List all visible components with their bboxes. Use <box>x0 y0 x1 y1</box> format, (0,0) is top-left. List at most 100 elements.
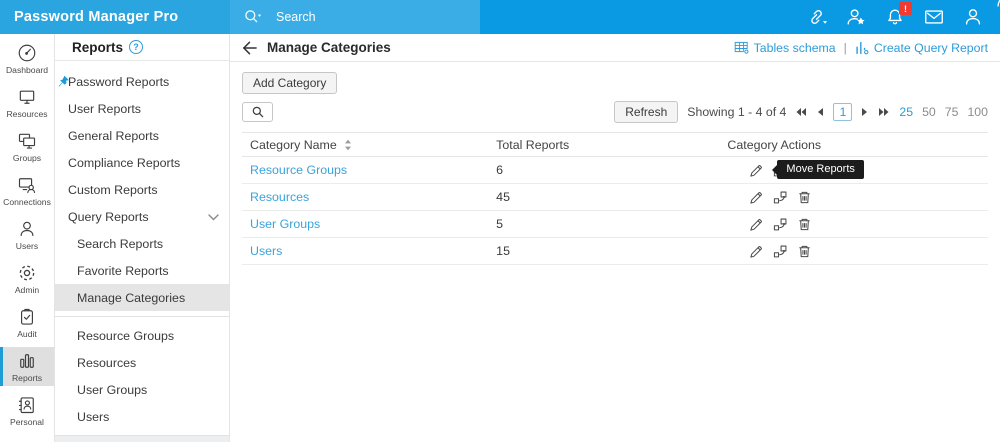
menu-item-manage-categories[interactable]: Manage Categories <box>55 284 229 311</box>
search-icon <box>245 10 262 23</box>
search-icon <box>252 106 263 118</box>
menu-item-resource-groups[interactable]: Resource Groups <box>55 322 229 349</box>
primary-sidebar: Dashboard Resources Gr <box>0 34 55 442</box>
menu-item-user-reports[interactable]: User Reports <box>55 95 229 122</box>
page-size-50[interactable]: 50 <box>922 105 936 119</box>
sidebar-item-connections[interactable]: Connections <box>0 171 54 210</box>
edit-pencil-icon[interactable] <box>749 217 764 232</box>
notification-badge: ! <box>899 2 912 15</box>
total-reports-value: 15 <box>488 237 720 265</box>
sidebar-item-personal[interactable]: Personal <box>0 391 54 430</box>
edit-pencil-icon[interactable] <box>749 163 764 178</box>
move-reports-icon[interactable] <box>773 244 788 259</box>
menu-item-password-reports[interactable]: Password Reports <box>55 68 229 95</box>
user-star-icon[interactable] <box>845 6 867 28</box>
menu-item-users[interactable]: Users <box>55 403 229 430</box>
table-search-button[interactable] <box>242 102 273 122</box>
menu-item-resources[interactable]: Resources <box>55 349 229 376</box>
categories-table: Category Name Total Reports Cate <box>242 132 988 265</box>
top-header-bar: Password Manager Pro Search <box>0 0 1000 34</box>
sidebar-item-users[interactable]: Users <box>0 215 54 254</box>
next-page-icon[interactable] <box>861 107 869 117</box>
sidebar-label: Dashboard <box>5 64 49 75</box>
page-size-75[interactable]: 75 <box>944 105 959 119</box>
edit-pencil-icon[interactable] <box>749 244 764 259</box>
move-reports-tooltip: Move Reports <box>777 160 864 179</box>
reports-icon <box>20 353 34 368</box>
dashboard-icon <box>18 44 36 61</box>
sidebar-item-dashboard[interactable]: Dashboard <box>0 39 54 78</box>
column-header-category-actions: Category Actions <box>719 132 988 157</box>
reports-menu-panel: Reports ? Password Reports User Reports … <box>55 34 230 442</box>
tables-schema-link[interactable]: Tables schema <box>734 40 836 56</box>
menu-item-general-reports[interactable]: General Reports <box>55 122 229 149</box>
move-reports-icon[interactable] <box>773 217 788 232</box>
menu-item-label: Query Reports <box>68 209 149 224</box>
users-icon <box>20 221 34 236</box>
menu-item-label: General Reports <box>68 128 159 143</box>
showing-count: Showing 1 - 4 of 4 <box>687 105 787 119</box>
sidebar-item-groups[interactable]: Groups <box>0 127 54 166</box>
category-link[interactable]: Resources <box>250 190 310 204</box>
mail-icon[interactable] <box>923 6 945 28</box>
current-page-input[interactable]: 1 <box>833 103 853 121</box>
refresh-button[interactable]: Refresh <box>614 101 679 123</box>
page-size-100[interactable]: 100 <box>967 105 988 119</box>
table-row: Users 15 <box>242 237 988 265</box>
previous-page-icon[interactable] <box>816 107 824 117</box>
sidebar-item-resources[interactable]: Resources <box>0 83 54 122</box>
bell-icon[interactable]: ! <box>884 2 912 28</box>
search-placeholder: Search <box>276 10 316 24</box>
delete-trash-icon[interactable] <box>797 244 812 259</box>
menu-item-custom-reports[interactable]: Custom Reports <box>55 176 229 203</box>
add-category-button[interactable]: Add Category <box>242 72 338 94</box>
create-query-report-icon <box>856 41 869 55</box>
menu-item-favorite-reports[interactable]: Favorite Reports <box>55 257 229 284</box>
category-link[interactable]: Resource Groups <box>250 163 348 177</box>
menu-item-label: Password Reports <box>68 74 170 89</box>
total-reports-value: 6 <box>488 156 720 184</box>
page-size-25[interactable]: 25 <box>899 105 914 119</box>
delete-trash-icon[interactable] <box>797 217 812 232</box>
create-query-report-link[interactable]: Create Query Report <box>855 40 988 56</box>
logo-swoosh-icon <box>997 0 1000 7</box>
menu-item-label: Favorite Reports <box>77 263 169 278</box>
delete-trash-icon[interactable] <box>797 190 812 205</box>
topbar-actions: ! <box>480 0 1000 34</box>
pin-icon <box>58 75 69 87</box>
sidebar-label: Reports <box>11 372 43 383</box>
global-search-input[interactable]: Search <box>230 0 480 34</box>
sidebar-item-reports[interactable]: Reports <box>0 347 54 386</box>
sort-icon[interactable] <box>344 139 352 151</box>
menu-item-user-groups[interactable]: User Groups <box>55 376 229 403</box>
category-link[interactable]: Users <box>250 244 283 258</box>
sidebar-label: Connections <box>3 196 51 207</box>
back-arrow-icon[interactable] <box>242 41 257 55</box>
groups-icon <box>18 133 36 149</box>
help-icon[interactable]: ? <box>129 40 144 54</box>
link-icon[interactable] <box>806 6 828 28</box>
move-reports-icon[interactable] <box>773 190 788 205</box>
last-page-icon[interactable] <box>878 107 890 117</box>
page-title: Manage Categories <box>267 40 391 55</box>
sidebar-item-audit[interactable]: Audit <box>0 303 54 342</box>
menu-item-label: Resource Groups <box>77 328 175 343</box>
column-header-category-name[interactable]: Category Name <box>242 132 489 157</box>
first-page-icon[interactable] <box>795 107 807 117</box>
table-row: User Groups 5 <box>242 210 988 238</box>
sidebar-label: Users <box>15 240 39 251</box>
sidebar-label: Groups <box>12 152 42 163</box>
edit-pencil-icon[interactable] <box>749 190 764 205</box>
menu-item-compliance-reports[interactable]: Compliance Reports <box>55 149 229 176</box>
user-icon[interactable] <box>962 6 984 28</box>
menu-item-label: Compliance Reports <box>68 155 181 170</box>
sidebar-item-admin[interactable]: Admin <box>0 259 54 298</box>
menu-title: Reports <box>72 39 124 55</box>
menu-item-label: Users <box>77 409 110 424</box>
total-reports-value: 45 <box>488 183 720 211</box>
category-link[interactable]: User Groups <box>250 217 321 231</box>
tables-schema-label: Tables schema <box>753 40 836 55</box>
menu-item-query-reports[interactable]: Query Reports <box>55 203 229 230</box>
menu-item-search-reports[interactable]: Search Reports <box>55 230 229 257</box>
personal-icon <box>18 396 34 413</box>
